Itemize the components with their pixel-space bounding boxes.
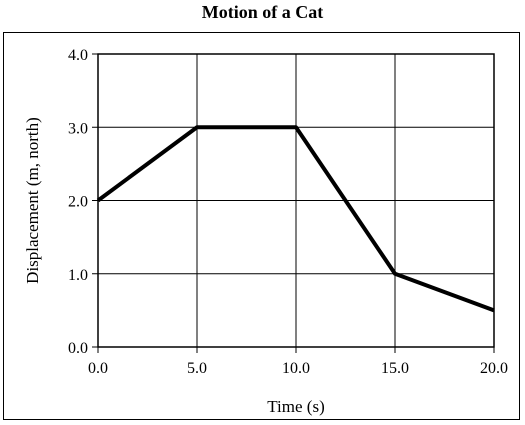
y-axis-label: Displacement (m, north) [23, 117, 42, 284]
x-tick-label-1: 5.0 [187, 360, 207, 377]
y-tick-labels: 0.0 1.0 2.0 3.0 4.0 [68, 47, 88, 357]
series-layer [96, 125, 495, 313]
x-tick-labels: 0.0 5.0 10.0 15.0 20.0 [88, 360, 508, 377]
y-tick-label-1: 1.0 [68, 267, 88, 284]
y-tick-label-4: 4.0 [68, 47, 88, 64]
y-tick-label-0: 0.0 [68, 340, 88, 357]
y-tick-label-2: 2.0 [68, 194, 88, 211]
x-tick-label-4: 20.0 [480, 360, 508, 377]
grid-lines [92, 53, 495, 353]
x-tick-label-2: 10.0 [282, 360, 310, 377]
x-tick-label-3: 15.0 [381, 360, 409, 377]
y-tick-label-3: 3.0 [68, 120, 88, 137]
x-axis-label: Time (s) [267, 397, 324, 416]
x-tick-label-0: 0.0 [88, 360, 108, 377]
chart-title: Motion of a Cat [201, 2, 324, 22]
chart-frame [3, 32, 520, 420]
series-line-0 [96, 125, 495, 313]
